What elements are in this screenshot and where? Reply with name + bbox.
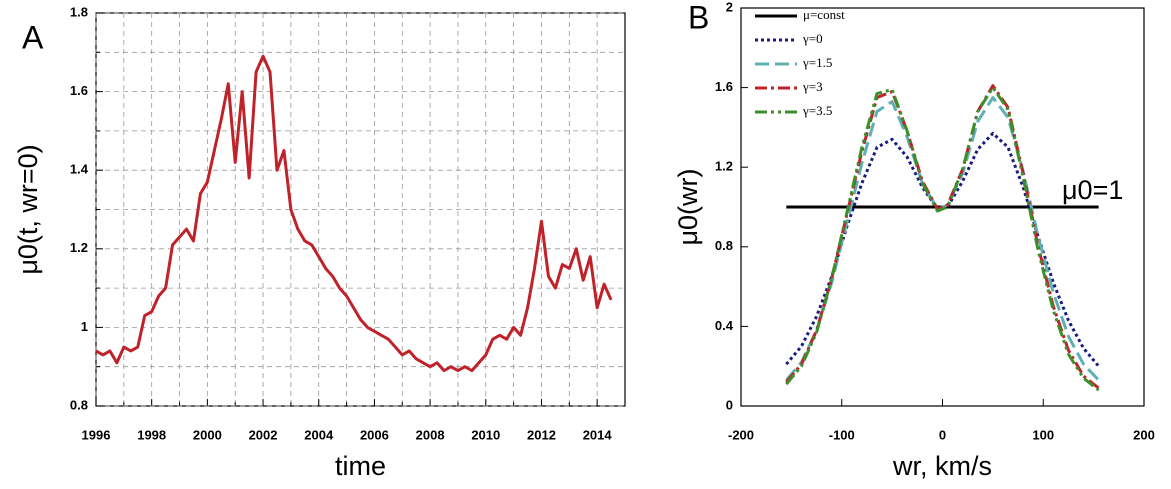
legend-label: μ=const [803, 7, 845, 22]
data-line [95, 54, 613, 373]
x-tick-label: 100 [1032, 427, 1054, 442]
y-tick-label: 0.8 [715, 238, 733, 253]
legend-label: γ=1.5 [802, 55, 832, 70]
data-line [785, 84, 1100, 390]
x-tick-label: 0 [939, 427, 946, 442]
x-tick-label: 2014 [583, 427, 613, 442]
panel-label: B [688, 0, 709, 35]
x-tick-label: 2000 [193, 427, 222, 442]
y-tick-label: 1.8 [70, 4, 88, 19]
x-tick-label: -100 [829, 427, 855, 442]
y-tick-label: 2 [726, 0, 733, 14]
x-tick-label: 2008 [416, 427, 445, 442]
annotation: μ0=1 [1062, 175, 1123, 205]
y-tick-label: 1.4 [70, 162, 89, 177]
x-tick-label: 2004 [304, 427, 334, 442]
y-axis-label: μ0(t, wr=0) [13, 144, 43, 274]
x-tick-label: 2002 [249, 427, 278, 442]
y-axis-label: μ0(wr) [673, 168, 703, 245]
x-axis-label: wr, km/s [892, 451, 992, 481]
y-tick-label: 1.6 [715, 79, 733, 94]
y-tick-label: 1.2 [70, 240, 88, 255]
legend-label: γ=0 [802, 31, 823, 46]
legend-label: γ=3 [802, 79, 823, 94]
x-tick-label: 1996 [82, 427, 111, 442]
x-tick-label: 2006 [360, 427, 389, 442]
y-tick-label: 1.2 [715, 159, 733, 174]
x-axis-label: time [335, 451, 386, 481]
x-tick-label: 2012 [527, 427, 556, 442]
y-tick-label: 0.8 [70, 397, 88, 412]
x-tick-label: 2010 [471, 427, 500, 442]
y-tick-label: 1 [81, 319, 88, 334]
x-tick-label: 200 [1133, 427, 1155, 442]
y-tick-label: 0.4 [715, 318, 734, 333]
y-tick-label: 0 [726, 397, 733, 412]
data-line [785, 131, 1100, 368]
y-tick-label: 1.6 [70, 83, 88, 98]
data-line [785, 96, 1100, 382]
x-tick-label: -200 [728, 427, 754, 442]
data-line [785, 86, 1100, 392]
panel-label: A [22, 19, 44, 55]
legend-label: γ=3.5 [802, 103, 832, 118]
x-tick-label: 1998 [137, 427, 166, 442]
